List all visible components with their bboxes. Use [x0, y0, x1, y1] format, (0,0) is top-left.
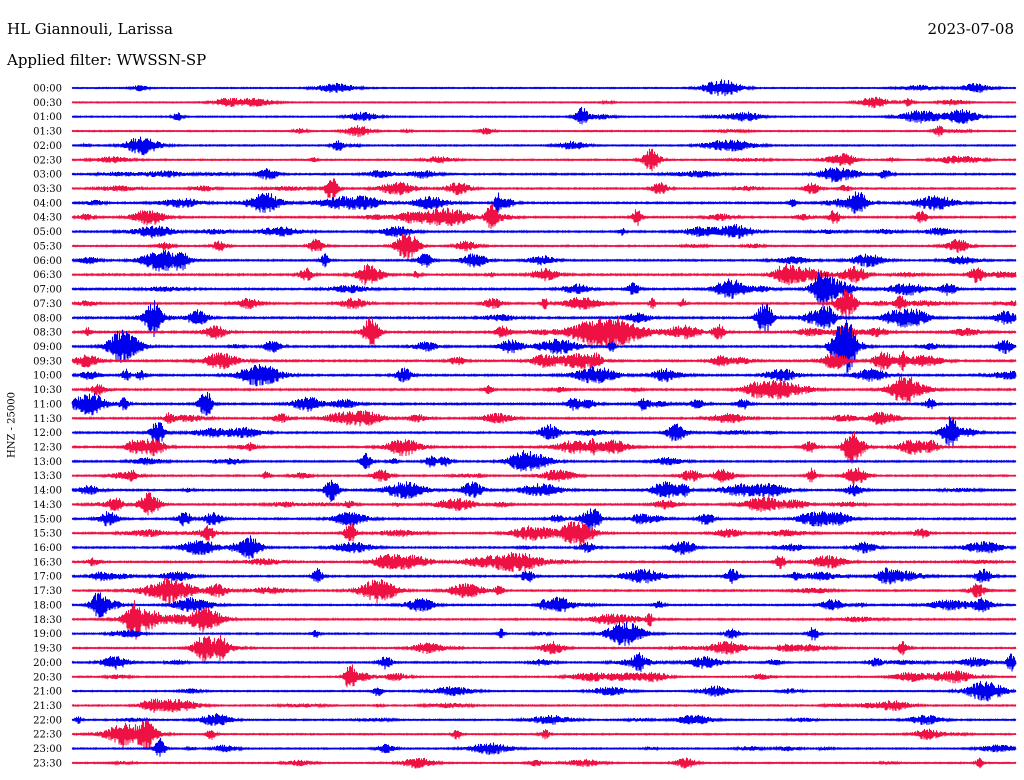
- trace-time-label: 04:30: [33, 213, 62, 224]
- trace-time-label: 07:30: [33, 299, 62, 310]
- trace-time-label: 12:30: [33, 443, 62, 454]
- trace-time-label: 01:00: [33, 112, 62, 123]
- trace-time-label: 20:30: [33, 672, 62, 683]
- trace-time-label: 08:30: [33, 328, 62, 339]
- trace-time-label: 13:00: [33, 457, 62, 468]
- trace-time-label: 00:00: [33, 84, 62, 95]
- trace-time-label: 10:30: [33, 385, 62, 396]
- trace-time-label: 09:00: [33, 342, 62, 353]
- trace-time-label: 17:00: [33, 572, 62, 583]
- trace-01-00: [71, 106, 1017, 125]
- trace-time-label: 15:00: [33, 514, 62, 525]
- trace-time-label: 03:00: [33, 170, 62, 181]
- trace-time-label: 04:00: [33, 198, 62, 209]
- trace-time-label: 15:30: [33, 529, 62, 540]
- trace-time-label: 16:30: [33, 557, 62, 568]
- trace-time-label: 18:30: [33, 615, 62, 626]
- trace-20-30: [71, 664, 1017, 688]
- trace-time-label: 07:00: [33, 285, 62, 296]
- trace-time-label: 14:00: [33, 486, 62, 497]
- trace-time-label: 11:30: [33, 414, 62, 425]
- trace-time-label: 16:00: [33, 543, 62, 554]
- trace-time-label: 05:30: [33, 242, 62, 253]
- trace-time-label: 01:30: [33, 127, 62, 138]
- trace-time-label: 06:00: [33, 256, 62, 267]
- trace-time-label: 06:30: [33, 270, 62, 281]
- trace-time-label: 09:30: [33, 356, 62, 367]
- trace-time-label: 20:00: [33, 658, 62, 669]
- trace-time-label: 02:30: [33, 155, 62, 166]
- trace-time-label: 21:30: [33, 701, 62, 712]
- trace-time-label: 12:00: [33, 428, 62, 439]
- trace-time-label: 03:30: [33, 184, 62, 195]
- trace-time-label: 00:30: [33, 98, 62, 109]
- trace-time-label: 13:30: [33, 471, 62, 482]
- filter-label: Applied filter: WWSSN-SP: [7, 51, 207, 69]
- trace-time-label: 14:30: [33, 500, 62, 511]
- trace-time-label: 10:00: [33, 371, 62, 382]
- trace-time-label: 19:00: [33, 629, 62, 640]
- trace-time-label: 17:30: [33, 586, 62, 597]
- trace-time-label: 08:00: [33, 313, 62, 324]
- trace-23-00: [71, 737, 1017, 757]
- station-title: HL Giannouli, Larissa: [7, 20, 173, 38]
- trace-time-label: 05:00: [33, 227, 62, 238]
- trace-time-label: 23:00: [33, 744, 62, 755]
- trace-time-label: 22:30: [33, 730, 62, 741]
- trace-time-label: 23:30: [33, 758, 62, 769]
- date-label: 2023-07-08: [927, 20, 1014, 38]
- trace-time-label: 22:00: [33, 715, 62, 726]
- trace-time-label: 18:00: [33, 601, 62, 612]
- trace-time-label: 02:00: [33, 141, 62, 152]
- trace-time-label: 21:00: [33, 687, 62, 698]
- trace-time-label: 19:30: [33, 644, 62, 655]
- trace-time-label: 11:00: [33, 399, 62, 410]
